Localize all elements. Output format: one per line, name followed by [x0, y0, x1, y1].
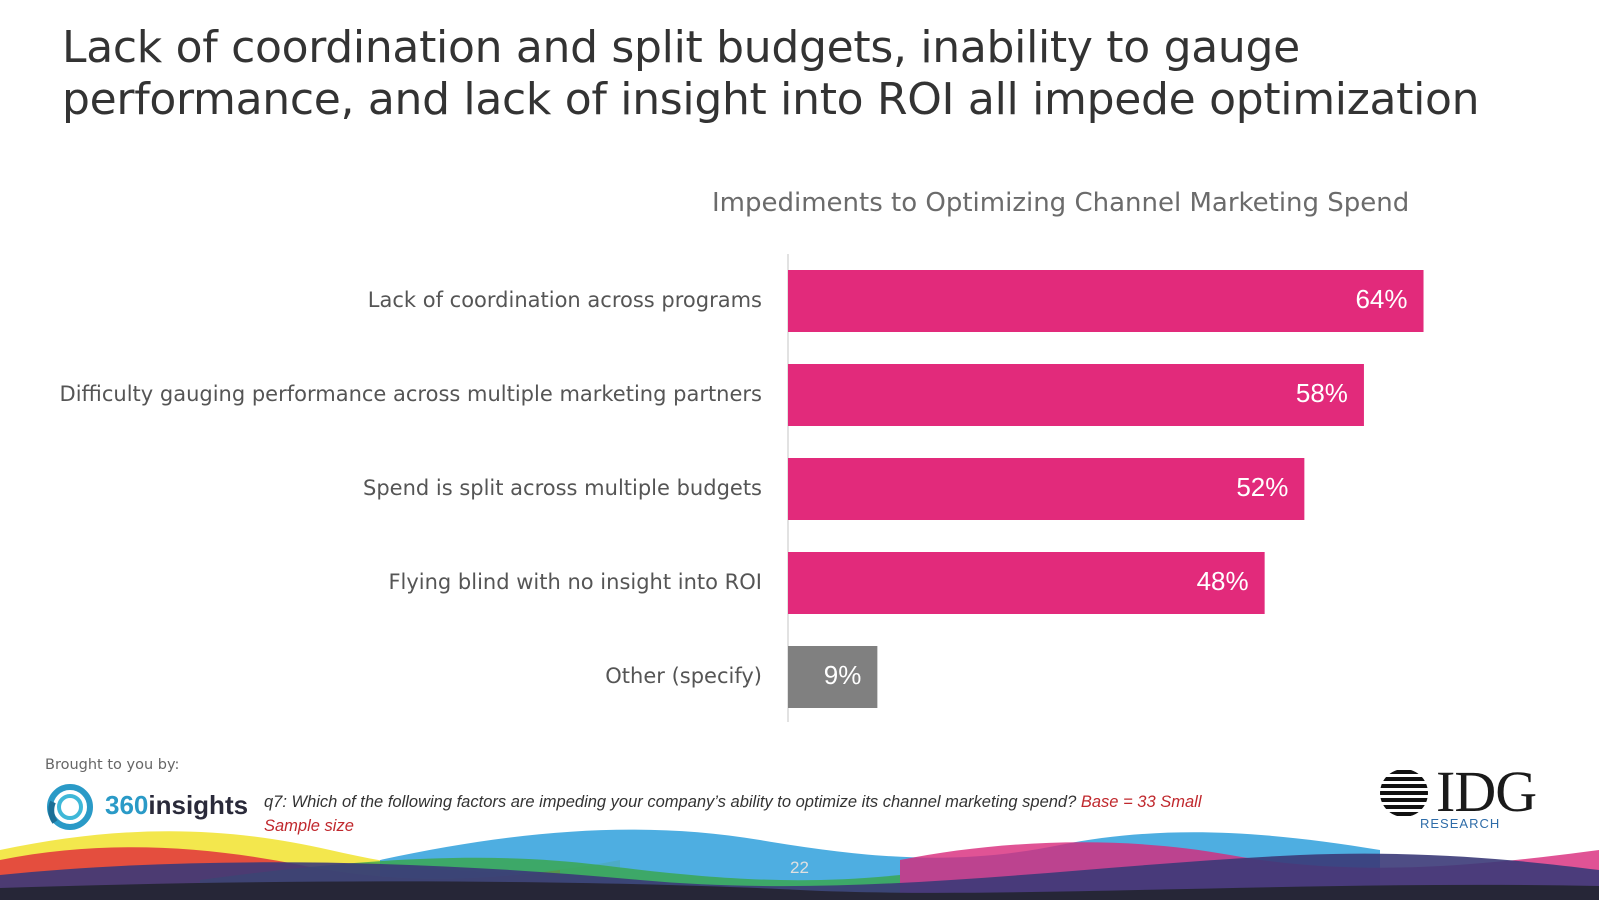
idg-research-text: RESEARCH: [1420, 816, 1501, 831]
logo-word: insights: [148, 790, 249, 820]
decorative-waves: [0, 829, 1599, 900]
data-label: 9%: [824, 660, 862, 690]
bar: [788, 364, 1364, 426]
360insights-logo: 360insights: [45, 782, 255, 834]
category-label: Spend is split across multiple budgets: [363, 476, 762, 500]
logo-number: 360: [105, 790, 149, 820]
idg-research-logo: IDG RESEARCH: [1372, 759, 1557, 832]
page-number: 22: [790, 858, 809, 877]
idg-letters: IDG: [1436, 759, 1537, 824]
bar-chart: Lack of coordination across programs 64% D…: [60, 254, 1424, 722]
brought-by-label: Brought to you by:: [45, 757, 180, 773]
category-label: Flying blind with no insight into ROI: [388, 570, 762, 594]
category-label: Difficulty gauging performance across mu…: [60, 382, 762, 406]
data-label: 58%: [1296, 378, 1348, 408]
bar: [788, 458, 1305, 520]
bar: [788, 270, 1424, 332]
idg-globe-icon: [1380, 770, 1428, 816]
data-label: 48%: [1197, 566, 1249, 596]
bar: [788, 646, 878, 708]
slide-title: Lack of coordination and split budgets, …: [62, 22, 1480, 125]
data-label: 64%: [1355, 284, 1407, 314]
360insights-ring-icon: [47, 784, 93, 830]
category-label: Other (specify): [605, 664, 762, 688]
category-label: Lack of coordination across programs: [368, 288, 762, 312]
base-note: Base = 33 Small Sample size: [264, 793, 1202, 835]
data-label: 52%: [1236, 472, 1288, 502]
question-text: q7: Which of the following factors are i…: [264, 793, 1077, 811]
survey-question-footnote: q7: Which of the following factors are i…: [264, 790, 1224, 838]
wave-dark: [0, 881, 1599, 900]
bar: [788, 552, 1265, 614]
chart-title: Impediments to Optimizing Channel Market…: [712, 188, 1410, 218]
